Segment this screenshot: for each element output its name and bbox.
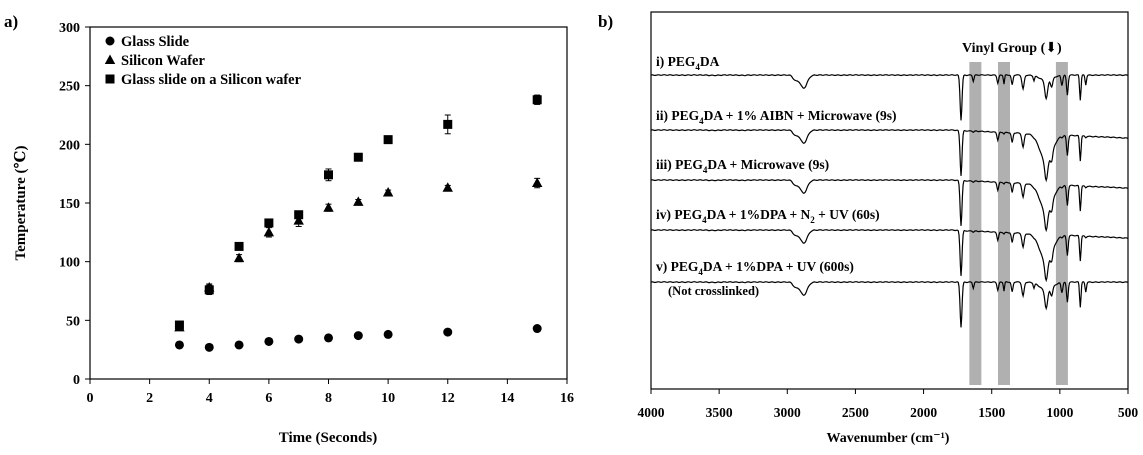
- data-point-triangle: [233, 252, 245, 263]
- spectrum-label: iii) PEG4DA + Microwave (9s): [656, 157, 829, 175]
- y-tick-label: 0: [73, 373, 80, 388]
- data-point-circle: [383, 329, 393, 339]
- vinyl-band: [1055, 62, 1068, 385]
- spectrum-line-1: [650, 74, 1129, 121]
- data-point-triangle: [323, 202, 334, 212]
- spectrum-note: (Not crosslinked): [668, 284, 759, 298]
- data-point-triangle: [531, 177, 543, 188]
- data-point-triangle: [353, 196, 364, 206]
- data-point-square: [532, 95, 542, 105]
- x-tick-label: 4: [206, 391, 213, 406]
- panel-b-plot-frame: [650, 11, 1129, 390]
- data-point-square: [353, 152, 363, 162]
- y-tick-label: 250: [59, 80, 80, 95]
- data-point-square: [383, 135, 393, 145]
- panel-a-x-axis: 0 2 4 6 8 10 12 14 16: [87, 379, 574, 406]
- spectrum-label: i) PEG4DA: [656, 54, 720, 72]
- data-point-square: [264, 218, 274, 228]
- data-point-triangle: [263, 226, 275, 237]
- y-tick-label: 150: [59, 197, 80, 212]
- x-tick-label: 2000: [910, 405, 937, 420]
- data-point-circle: [204, 342, 214, 352]
- data-point-square: [324, 170, 333, 180]
- x-tick-label: 8: [325, 391, 332, 406]
- data-point-circle: [234, 340, 244, 350]
- data-point-triangle: [442, 182, 453, 192]
- x-tick-label: 1000: [1046, 405, 1073, 420]
- data-point-triangle: [293, 215, 304, 225]
- data-point-square: [294, 210, 304, 220]
- x-tick-label: 3000: [774, 405, 801, 420]
- data-point-circle: [174, 340, 184, 350]
- data-point-square: [174, 320, 184, 330]
- x-tick-label: 14: [500, 391, 514, 406]
- panel-a-chart: 0 2 4 6 8 10 12 14 16 0 50 100 150 200 250 300 Glass S…: [13, 21, 574, 446]
- x-tick-label: 2: [146, 391, 153, 406]
- panel-b-x-axis-label: Wavenumber (cm⁻¹): [827, 431, 950, 446]
- panel-label-b: b): [598, 12, 613, 31]
- data-point-square: [204, 285, 214, 295]
- x-tick-label: 4000: [638, 405, 665, 420]
- panel-b-chart: 4000 3500 3000 2500 2000 1500 1000 500 i) PEG4D…: [638, 11, 1139, 446]
- panel-b-spectrum-labels: i) PEG4DA ii) PEG4DA + 1% AIBN + Microwav…: [656, 54, 897, 298]
- spectrum-label: iv) PEG4DA + 1%DPA + N2 + UV (60s): [656, 207, 880, 225]
- data-point-circle: [324, 333, 333, 343]
- legend-marker-square: [105, 74, 115, 84]
- panel-a-y-axis-label: Temperature (℃): [13, 145, 29, 260]
- x-tick-label: 16: [560, 391, 574, 406]
- x-tick-label: 6: [265, 391, 272, 406]
- panel-label-a: a): [4, 12, 18, 31]
- legend-entry: Silicon Wafer: [121, 53, 205, 69]
- y-tick-label: 100: [59, 256, 80, 271]
- panel-a-y-axis: 0 50 100 150 200 250 300: [59, 21, 90, 388]
- legend-entry: Glass Slide: [121, 34, 190, 50]
- x-tick-label: 2500: [842, 405, 869, 420]
- spectrum-label: v) PEG4DA + 1%DPA + UV (600s): [656, 259, 854, 277]
- y-tick-label: 300: [59, 21, 80, 36]
- data-point-circle: [532, 324, 542, 334]
- legend-marker-triangle: [104, 54, 116, 64]
- data-point-square: [234, 241, 244, 251]
- data-point-square: [443, 119, 453, 129]
- spectrum-label: ii) PEG4DA + 1% AIBN + Microwave (9s): [656, 108, 897, 126]
- vinyl-band: [997, 62, 1010, 385]
- panel-b-x-axis: 4000 3500 3000 2500 2000 1500 1000 500: [638, 389, 1139, 420]
- data-point-triangle: [382, 186, 394, 197]
- panel-b-vinyl-bands: [969, 62, 1068, 385]
- data-point-circle: [294, 334, 304, 344]
- spectrum-line-2: [650, 129, 1129, 183]
- y-tick-label: 200: [59, 138, 80, 153]
- legend-entry: Glass slide on a Silicon wafer: [121, 72, 302, 88]
- legend-marker-circle: [105, 36, 115, 46]
- panel-a-x-axis-label: Time (Seconds): [279, 430, 377, 446]
- panel-a-data-points: [174, 94, 543, 352]
- data-point-circle: [443, 327, 453, 337]
- x-tick-label: 3500: [706, 405, 733, 420]
- spectrum-line-5: [650, 281, 1129, 328]
- data-point-circle: [264, 336, 274, 346]
- panel-b-spectra: [650, 74, 1129, 328]
- x-tick-label: 0: [87, 391, 94, 406]
- panel-a-legend: Glass Slide Silicon Wafer Glass slide on a…: [104, 34, 302, 88]
- spectrum-line-4: [650, 229, 1129, 283]
- x-tick-label: 10: [381, 391, 395, 406]
- spectrum-line-3: [650, 179, 1129, 233]
- x-tick-label: 12: [441, 391, 455, 406]
- panel-b-vinyl-annotation: Vinyl Group (⬇): [962, 41, 1062, 56]
- data-point-circle: [353, 331, 363, 341]
- x-tick-label: 1500: [978, 405, 1005, 420]
- vinyl-band: [969, 62, 982, 385]
- x-tick-label: 500: [1118, 405, 1139, 420]
- y-tick-label: 50: [66, 314, 80, 329]
